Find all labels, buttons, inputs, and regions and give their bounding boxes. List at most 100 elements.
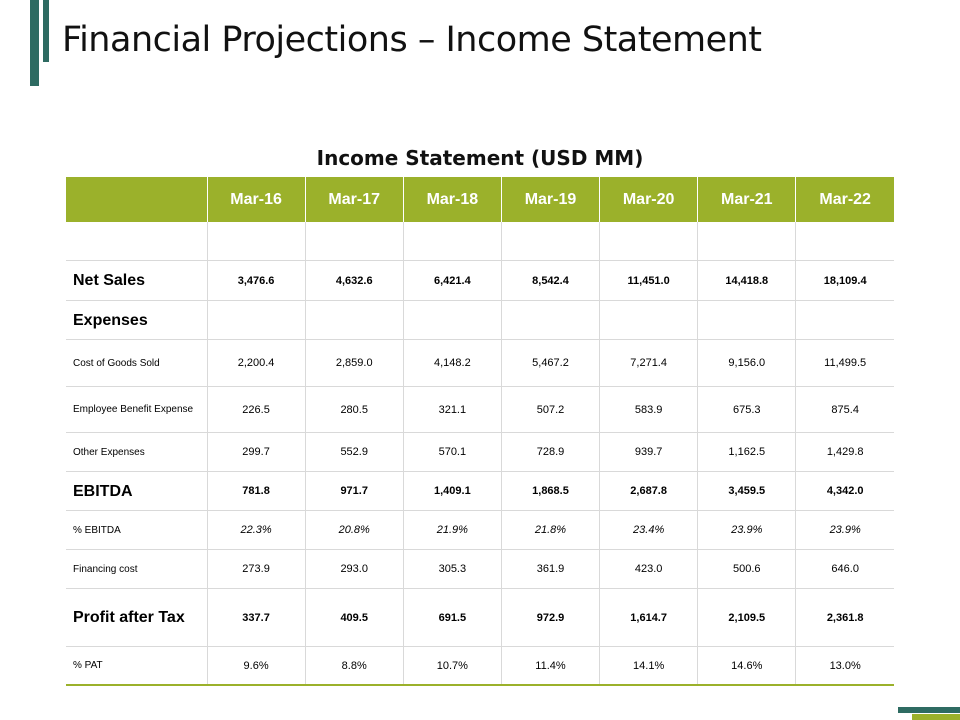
table-cell: 2,109.5 xyxy=(697,588,796,647)
table-cell xyxy=(795,222,894,261)
table-row-financing-cost: Financing cost 273.9 293.0 305.3 361.9 4… xyxy=(66,549,894,589)
table-row-profit-after-tax: Profit after Tax 337.7 409.5 691.5 972.9… xyxy=(66,588,894,647)
table-cell xyxy=(599,222,698,261)
table-row-cost-of-goods-sold: Cost of Goods Sold 2,200.4 2,859.0 4,148… xyxy=(66,339,894,387)
table-row-ebitda: EBITDA 781.8 971.7 1,409.1 1,868.5 2,687… xyxy=(66,471,894,511)
table-cell: 781.8 xyxy=(206,471,306,511)
column-header: Mar-22 xyxy=(795,177,894,222)
table-row-expenses: Expenses xyxy=(66,300,894,340)
table-cell: 305.3 xyxy=(402,549,502,589)
table-cell xyxy=(697,222,796,261)
table-cell: 583.9 xyxy=(599,386,698,433)
title-accent-bar xyxy=(30,0,39,86)
column-header: Mar-19 xyxy=(500,177,600,222)
row-label: Financing cost xyxy=(66,549,207,589)
table-cell: 6,421.4 xyxy=(402,260,502,301)
table-cell: 875.4 xyxy=(795,386,894,433)
table-cell: 2,687.8 xyxy=(599,471,698,511)
table-cell: 9.6% xyxy=(206,646,306,686)
table-cell: 728.9 xyxy=(500,432,600,472)
table-cell: 23.4% xyxy=(599,510,698,550)
table-cell: 299.7 xyxy=(206,432,306,472)
corner-accent-bar-green xyxy=(912,714,960,720)
table-row-pct-pat: % PAT 9.6% 8.8% 10.7% 11.4% 14.1% 14.6% … xyxy=(66,646,894,686)
table-cell: 273.9 xyxy=(206,549,306,589)
table-row-pct-ebitda: % EBITDA 22.3% 20.8% 21.9% 21.8% 23.4% 2… xyxy=(66,510,894,550)
row-label xyxy=(66,222,207,261)
table-cell: 22.3% xyxy=(206,510,306,550)
table-cell xyxy=(500,300,600,340)
table-cell: 2,361.8 xyxy=(795,588,894,647)
table-cell: 14,418.8 xyxy=(697,260,796,301)
table-cell xyxy=(795,300,894,340)
table-row-employee-benefit-expense: Employee Benefit Expense 226.5 280.5 321… xyxy=(66,386,894,433)
table-cell xyxy=(697,300,796,340)
table-cell: 570.1 xyxy=(402,432,502,472)
table-cell: 280.5 xyxy=(304,386,404,433)
table-cell xyxy=(304,300,404,340)
table-cell: 13.0% xyxy=(795,646,894,686)
table-cell: 23.9% xyxy=(697,510,796,550)
column-header: Mar-21 xyxy=(697,177,796,222)
table-cell: 1,409.1 xyxy=(402,471,502,511)
table-cell xyxy=(304,222,404,261)
title-accent-bar-thin xyxy=(43,0,49,62)
table-cell: 2,859.0 xyxy=(304,339,404,387)
table-cell: 1,429.8 xyxy=(795,432,894,472)
table-cell: 18,109.4 xyxy=(795,260,894,301)
table-cell: 7,271.4 xyxy=(599,339,698,387)
table-cell: 1,614.7 xyxy=(599,588,698,647)
table-cell: 500.6 xyxy=(697,549,796,589)
column-header: Mar-18 xyxy=(402,177,502,222)
table-cell: 321.1 xyxy=(402,386,502,433)
table-cell: 14.6% xyxy=(697,646,796,686)
table-cell: 8.8% xyxy=(304,646,404,686)
table-cell: 21.8% xyxy=(500,510,600,550)
table-row-net-sales: Net Sales 3,476.6 4,632.6 6,421.4 8,542.… xyxy=(66,260,894,301)
row-label: Profit after Tax xyxy=(66,588,207,647)
table-cell: 3,459.5 xyxy=(697,471,796,511)
table-cell: 337.7 xyxy=(206,588,306,647)
row-label: Other Expenses xyxy=(66,432,207,472)
table-cell: 2,200.4 xyxy=(206,339,306,387)
table-cell: 293.0 xyxy=(304,549,404,589)
row-label: EBITDA xyxy=(66,471,207,511)
table-title: Income Statement (USD MM) xyxy=(316,146,644,170)
table-cell: 1,868.5 xyxy=(500,471,600,511)
table-cell: 971.7 xyxy=(304,471,404,511)
table-cell: 226.5 xyxy=(206,386,306,433)
table-cell: 423.0 xyxy=(599,549,698,589)
table-cell: 20.8% xyxy=(304,510,404,550)
row-label: Employee Benefit Expense xyxy=(66,386,207,433)
table-cell xyxy=(206,300,306,340)
table-row-blank xyxy=(66,222,894,261)
header-blank-cell xyxy=(66,177,207,222)
income-statement-table: Mar-16 Mar-17 Mar-18 Mar-19 Mar-20 Mar-2… xyxy=(66,177,894,686)
row-label: Net Sales xyxy=(66,260,207,301)
corner-accent-bar xyxy=(898,707,960,713)
table-cell: 14.1% xyxy=(599,646,698,686)
table-cell: 552.9 xyxy=(304,432,404,472)
table-cell: 10.7% xyxy=(402,646,502,686)
table-cell xyxy=(402,300,502,340)
table-cell: 507.2 xyxy=(500,386,600,433)
table-cell: 23.9% xyxy=(795,510,894,550)
table-cell: 675.3 xyxy=(697,386,796,433)
table-cell xyxy=(402,222,502,261)
slide-title: Financial Projections – Income Statement xyxy=(62,20,762,60)
table-cell: 11,451.0 xyxy=(599,260,698,301)
table-cell: 9,156.0 xyxy=(697,339,796,387)
table-header-row: Mar-16 Mar-17 Mar-18 Mar-19 Mar-20 Mar-2… xyxy=(66,177,894,222)
row-label: Cost of Goods Sold xyxy=(66,339,207,387)
table-cell: 972.9 xyxy=(500,588,600,647)
column-header: Mar-16 xyxy=(206,177,306,222)
table-cell: 4,342.0 xyxy=(795,471,894,511)
row-label: % EBITDA xyxy=(66,510,207,550)
column-header: Mar-17 xyxy=(304,177,404,222)
table-cell: 691.5 xyxy=(402,588,502,647)
table-cell: 8,542.4 xyxy=(500,260,600,301)
table-cell: 1,162.5 xyxy=(697,432,796,472)
table-cell: 11.4% xyxy=(500,646,600,686)
row-label: Expenses xyxy=(66,300,207,340)
table-cell: 939.7 xyxy=(599,432,698,472)
